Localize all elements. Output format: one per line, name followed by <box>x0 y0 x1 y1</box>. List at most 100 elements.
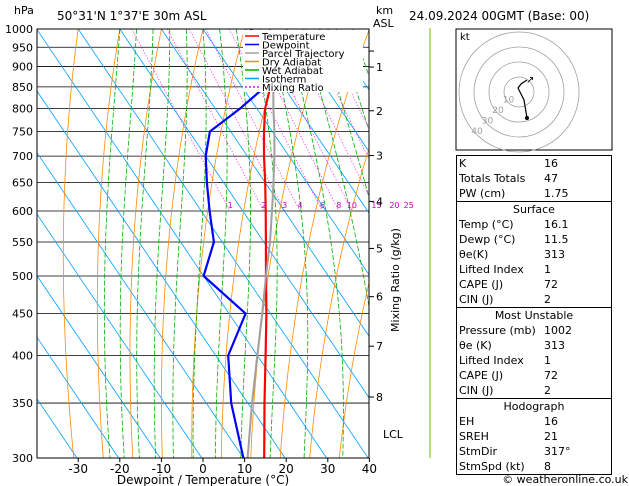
lcl-label: LCL <box>383 428 404 441</box>
index-row: Lifted Index 1 <box>457 262 611 277</box>
wet-adiabat-line <box>136 29 154 458</box>
temperature-tick-label: -30 <box>68 462 88 476</box>
mixing-ratio-label: 15 <box>371 201 381 210</box>
most-unstable-title: Most Unstable <box>494 309 574 322</box>
hodograph-trace <box>517 79 528 119</box>
dry-adiabat-line <box>338 281 369 458</box>
legend-label: Isotherm <box>262 75 306 86</box>
index-value: 2 <box>544 293 551 306</box>
index-row: θe(K) 313 <box>457 247 611 262</box>
index-label: CIN (J) <box>459 384 494 397</box>
index-label: Pressure (mb) <box>459 324 536 337</box>
isotherm-line <box>37 90 286 458</box>
isotherm-line <box>244 29 369 214</box>
mixing-ratio-label: 2 <box>261 201 266 210</box>
wet-adiabat-line <box>319 29 369 199</box>
hodograph-storm-marker: ↗ <box>526 75 534 86</box>
hodograph-kt-label: kt <box>460 32 470 43</box>
index-value: 16 <box>544 415 558 428</box>
legend-label: Parcel Trajectory <box>262 49 345 60</box>
isotherm-line <box>37 29 327 458</box>
temperature-tick-label: 20 <box>279 462 294 476</box>
dry-adiabat-line <box>62 29 79 458</box>
x-axis-label: Dewpoint / Temperature (°C) <box>117 473 289 486</box>
wet-adiabat-line <box>192 29 207 458</box>
dry-adiabat-line <box>96 29 121 458</box>
legend-label: Wet Adiabat <box>262 66 323 77</box>
index-row: StmDir 317° <box>457 444 611 459</box>
mixing-ratio-line <box>228 29 323 212</box>
indices-panel: K 16 Totals Totals 47 PW (cm) 1.75 Surface Te… <box>456 155 612 475</box>
index-label: StmSpd (kt) <box>459 460 525 473</box>
hodograph-ring-label: 30 <box>482 117 494 127</box>
index-row: CIN (J) 2 <box>457 292 611 307</box>
hodograph-ring-label: 20 <box>492 106 504 116</box>
index-value: 11.5 <box>544 233 569 246</box>
index-label: PW (cm) <box>459 187 506 200</box>
index-value: 2 <box>544 384 551 397</box>
index-label: Dewp (°C) <box>459 233 516 246</box>
isotherm-line <box>37 336 119 458</box>
index-row: Pressure (mb) 1002 <box>457 323 611 338</box>
index-row: Lifted Index 1 <box>457 353 611 368</box>
km-label: km <box>376 4 393 17</box>
pressure-tick-label: 300 <box>12 452 33 465</box>
dry-adiabat-line <box>161 29 204 458</box>
index-label: EH <box>459 415 475 428</box>
index-value: 1 <box>544 354 551 367</box>
mixing-ratio-line <box>205 29 301 212</box>
axes: 1 2 3 4 6 8 10 15 20 2530035040045050055060065070… <box>5 23 414 476</box>
hodograph-ring <box>473 46 565 138</box>
hodograph-marker <box>525 116 529 120</box>
mixing-ratio-label: 1 <box>228 201 233 210</box>
wet-adiabat-line <box>153 29 171 458</box>
index-row: Temp (°C) 16.1 <box>457 217 611 232</box>
index-label: Lifted Index <box>459 263 524 276</box>
pressure-tick-label: 750 <box>12 126 33 139</box>
mixing-ratio-line <box>131 29 231 212</box>
index-value: 317° <box>544 445 571 458</box>
temperature-tick-label: -10 <box>152 462 172 476</box>
dry-adiabat-line <box>129 29 162 458</box>
legend-label: Mixing Ratio <box>262 83 324 94</box>
wet-adiabat-line <box>352 29 369 78</box>
pressure-tick-label: 800 <box>12 103 33 116</box>
index-label: CIN (J) <box>459 293 494 306</box>
mixing-ratio-label: 4 <box>297 201 302 210</box>
isotherm-line <box>37 275 161 458</box>
index-label: CAPE (J) <box>459 278 504 291</box>
mixing-ratio-line <box>188 29 286 212</box>
index-row: Totals Totals 47 <box>457 171 611 186</box>
km-tick-label: 8 <box>376 391 383 404</box>
wet-adiabat-line <box>103 29 121 458</box>
index-label: θe (K) <box>459 339 492 352</box>
index-value: 313 <box>544 248 565 261</box>
index-value: 21 <box>544 430 558 443</box>
index-row: Dewp (°C) 11.5 <box>457 232 611 247</box>
isotherm-line <box>37 213 203 458</box>
index-row: PW (cm) 1.75 <box>457 186 611 201</box>
temperature-tick-label: 40 <box>362 462 377 476</box>
mixing-ratio-label: 20 <box>389 201 399 210</box>
hodograph-ring <box>503 76 535 108</box>
location-label: 50°31'N 1°37'E 30m ASL <box>57 9 207 23</box>
index-row: CAPE (J) 72 <box>457 368 611 383</box>
index-value: 1 <box>544 263 551 276</box>
pressure-tick-label: 500 <box>12 270 33 283</box>
isotherm-line <box>77 29 369 458</box>
km-tick-label: 1 <box>376 61 383 74</box>
height-axis: 8 7 6 5 4 3 2 1 <box>369 28 431 458</box>
most-unstable-indices: Most Unstable Pressure (mb) 1002 θe (K) 313… <box>456 307 612 398</box>
pressure-tick-label: 400 <box>12 349 33 362</box>
datetime-label: 24.09.2024 00GMT (Base: 00) <box>409 9 589 23</box>
hodograph-indices: Hodograph EH 16 SREH 21 StmDir 317° StmSpd (kt… <box>456 398 612 475</box>
index-value: 1002 <box>544 324 572 337</box>
km-tick-label: 4 <box>376 195 383 208</box>
index-label: StmDir <box>459 445 498 458</box>
temperature-tick-label: 30 <box>320 462 335 476</box>
copyright: © weatheronline.co.uk <box>502 473 628 486</box>
index-label: Totals Totals <box>459 172 526 185</box>
dry-adiabat-line <box>309 147 369 458</box>
